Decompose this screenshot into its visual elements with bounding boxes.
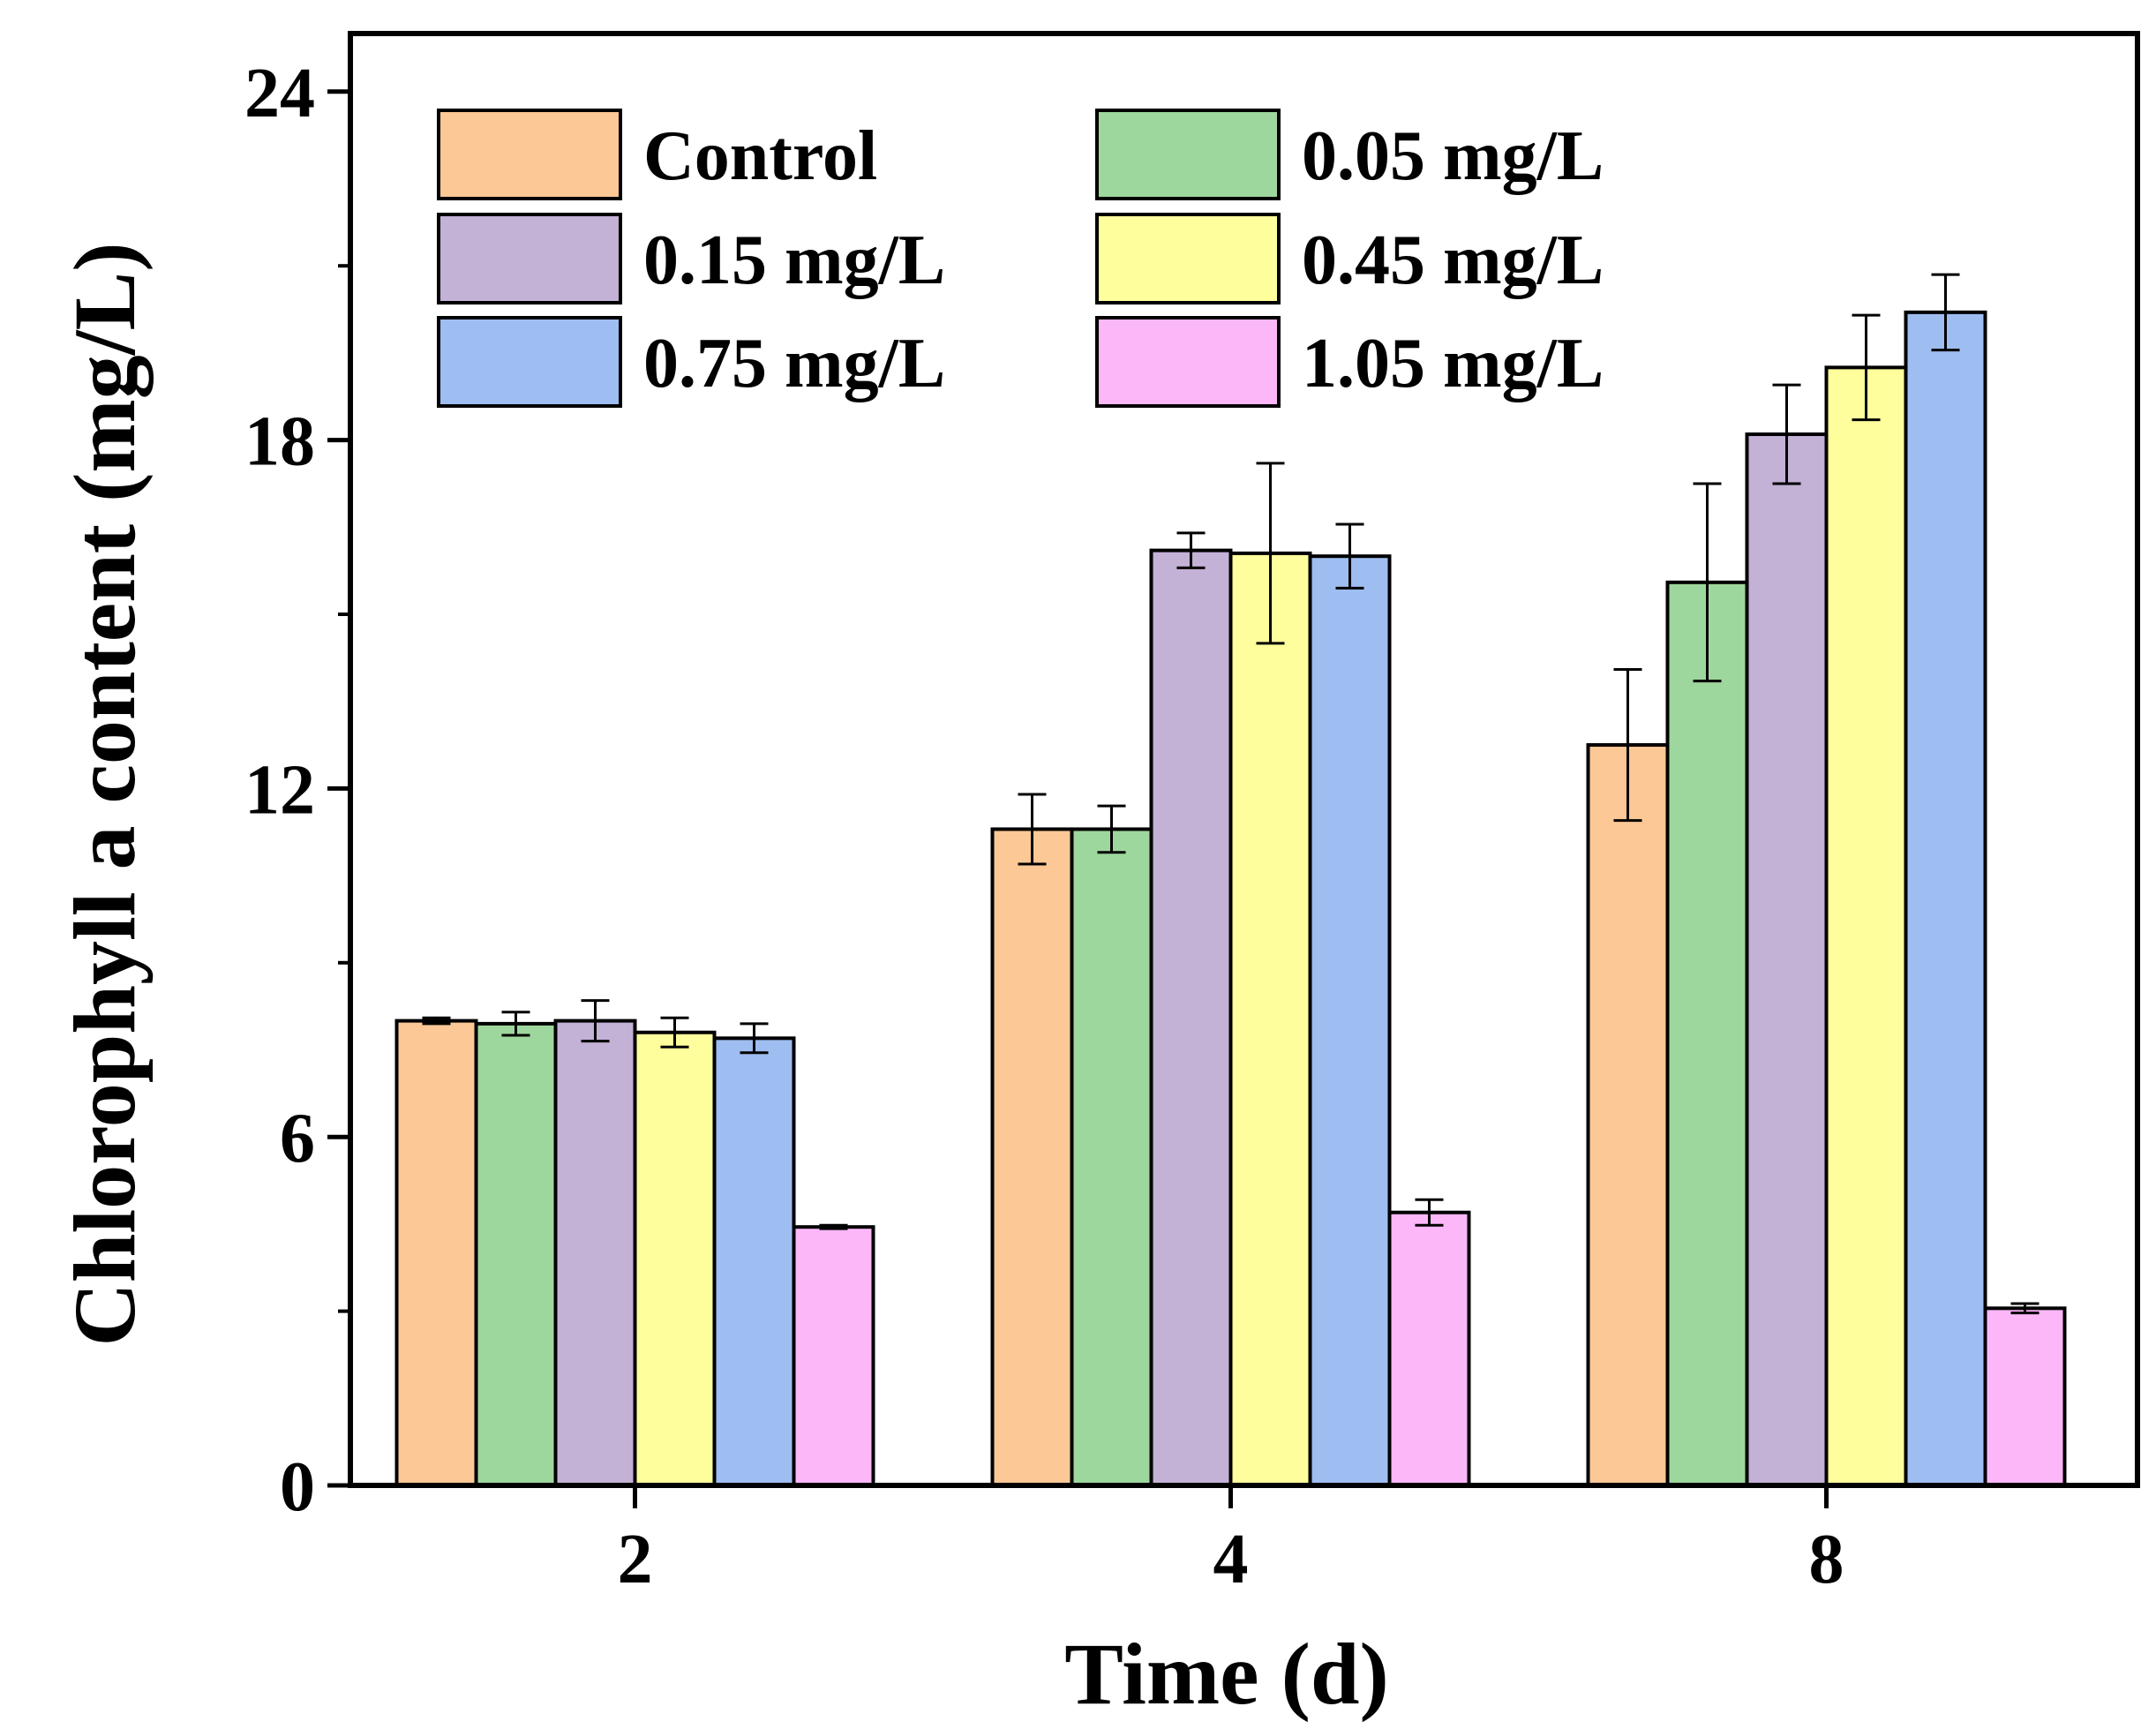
error-bar — [1415, 1198, 1444, 1227]
error-bar — [422, 1016, 451, 1026]
error-bar — [819, 1223, 848, 1230]
legend-swatch — [1095, 109, 1281, 200]
legend-item: 1.05 mg/L — [1095, 316, 1604, 408]
bar-1-05-mg-l-day-8 — [1983, 1306, 2067, 1488]
bar-0-75-mg-l-day-2 — [712, 1036, 796, 1487]
legend-label: 0.05 mg/L — [1302, 117, 1604, 195]
x-tick-label: 2 — [618, 1521, 653, 1598]
y-tick-label: 24 — [244, 55, 315, 132]
error-bar — [1335, 522, 1364, 590]
legend-swatch — [437, 316, 622, 408]
bar-0-75-mg-l-day-4 — [1308, 554, 1392, 1488]
error-bars-layer — [422, 273, 2040, 1315]
legend-swatch — [1095, 316, 1281, 408]
error-bar — [1097, 804, 1126, 854]
y-axis-title: Chlorophyll a content (mg/L) — [56, 243, 154, 1347]
legend-item: 0.75 mg/L — [437, 316, 945, 408]
legend-swatch — [1095, 213, 1281, 304]
legend-item: Control — [437, 109, 877, 200]
legend-item: 0.45 mg/L — [1095, 213, 1604, 304]
x-tick-label: 4 — [1213, 1521, 1249, 1598]
legend: Control 0.05 mg/L 0.15 mg/L 0.45 mg/L 0.75 m… — [437, 109, 1604, 408]
legend-item: 0.05 mg/L — [1095, 109, 1604, 200]
error-bar — [660, 1016, 689, 1049]
x-tick-label: 8 — [1809, 1521, 1844, 1598]
legend-label: 1.05 mg/L — [1302, 325, 1604, 402]
error-bar — [501, 1011, 530, 1037]
error-bar — [1018, 793, 1047, 866]
bar-control-day-2 — [394, 1019, 478, 1487]
bar-0-15-mg-l-day-8 — [1745, 432, 1829, 1487]
error-bar — [1613, 668, 1642, 823]
bar-0-45-mg-l-day-8 — [1824, 365, 1908, 1488]
y-tick-label: 12 — [244, 751, 315, 829]
bar-0-45-mg-l-day-4 — [1228, 551, 1312, 1487]
error-bar — [1852, 313, 1881, 422]
error-bar — [1772, 383, 1801, 485]
bar-0-15-mg-l-day-2 — [553, 1019, 637, 1487]
bars-layer — [394, 310, 2067, 1488]
bar-0-05-mg-l-day-8 — [1665, 580, 1749, 1487]
error-bar — [1176, 531, 1206, 569]
bar-1-05-mg-l-day-4 — [1387, 1210, 1471, 1487]
legend-label: 0.75 mg/L — [643, 325, 945, 402]
legend-label: 0.45 mg/L — [1302, 222, 1604, 299]
y-tick-label: 18 — [244, 403, 315, 481]
error-bar — [2010, 1302, 2040, 1315]
error-bar — [581, 999, 610, 1043]
bar-0-05-mg-l-day-2 — [474, 1021, 558, 1487]
bar-0-15-mg-l-day-4 — [1149, 548, 1233, 1487]
bar-control-day-8 — [1586, 743, 1670, 1487]
y-tick-label: 6 — [280, 1100, 315, 1177]
legend-swatch — [437, 213, 622, 304]
plot-frame — [348, 31, 2140, 1488]
bar-0-75-mg-l-day-8 — [1904, 310, 1987, 1488]
error-bar — [1693, 482, 1722, 683]
bar-0-45-mg-l-day-2 — [633, 1030, 717, 1487]
legend-item: 0.15 mg/L — [437, 213, 945, 304]
legend-label: 0.15 mg/L — [643, 222, 945, 299]
bar-control-day-4 — [990, 827, 1074, 1487]
y-tick-label: 0 — [280, 1448, 315, 1526]
x-axis-title: Time (d) — [1064, 1625, 1389, 1723]
error-bar — [740, 1022, 769, 1055]
legend-label: Control — [643, 117, 877, 195]
bar-0-05-mg-l-day-4 — [1070, 827, 1153, 1487]
error-bar — [1256, 462, 1285, 645]
bar-1-05-mg-l-day-2 — [792, 1225, 875, 1487]
legend-swatch — [437, 109, 622, 200]
error-bar — [1931, 273, 1960, 352]
